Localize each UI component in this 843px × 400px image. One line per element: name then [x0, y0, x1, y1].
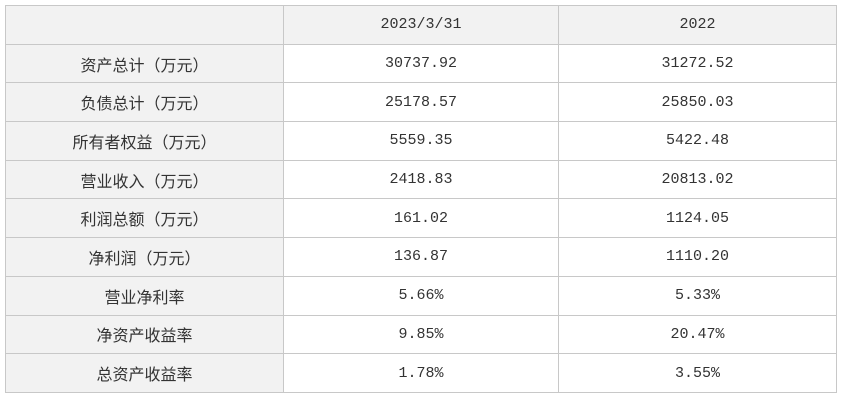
row-label: 净资产收益率: [5, 314, 284, 355]
table-row: 净资产收益率 9.85% 20.47%: [5, 314, 837, 355]
value-cell: 20813.02: [558, 159, 837, 200]
value-cell: 30737.92: [283, 43, 559, 84]
row-label: 营业收入（万元）: [5, 159, 284, 200]
value-cell: 5559.35: [283, 121, 559, 161]
table-row: 营业净利率 5.66% 5.33%: [5, 275, 837, 316]
row-label: 总资产收益率: [5, 353, 284, 393]
value-cell: 5.66%: [283, 275, 559, 316]
header-cell: 2022: [558, 5, 837, 45]
value-cell: 9.85%: [283, 314, 559, 355]
value-cell: 20.47%: [558, 314, 837, 355]
value-cell: 31272.52: [558, 43, 837, 84]
row-label: 利润总额（万元）: [5, 198, 284, 239]
header-row: 2023/3/31 2022: [5, 5, 837, 45]
value-cell: 161.02: [283, 198, 559, 239]
value-cell: 136.87: [283, 237, 559, 277]
value-cell: 5.33%: [558, 275, 837, 316]
table-row: 营业收入（万元） 2418.83 20813.02: [5, 159, 837, 200]
table-row: 资产总计（万元） 30737.92 31272.52: [5, 43, 837, 84]
row-label: 资产总计（万元）: [5, 43, 284, 84]
row-label: 净利润（万元）: [5, 237, 284, 277]
value-cell: 5422.48: [558, 121, 837, 161]
table-row: 利润总额（万元） 161.02 1124.05: [5, 198, 837, 239]
value-cell: 25178.57: [283, 82, 559, 123]
value-cell: 2418.83: [283, 159, 559, 200]
value-cell: 1.78%: [283, 353, 559, 393]
value-cell: 3.55%: [558, 353, 837, 393]
table-row: 总资产收益率 1.78% 3.55%: [5, 353, 837, 393]
row-label: 负债总计（万元）: [5, 82, 284, 123]
value-cell: 25850.03: [558, 82, 837, 123]
table-row: 所有者权益（万元） 5559.35 5422.48: [5, 121, 837, 161]
row-label: 所有者权益（万元）: [5, 121, 284, 161]
table-body: 2023/3/31 2022 资产总计（万元） 30737.92 31272.52 负…: [5, 5, 837, 393]
value-cell: 1124.05: [558, 198, 837, 239]
table-row: 负债总计（万元） 25178.57 25850.03: [5, 82, 837, 123]
header-corner: [5, 5, 284, 45]
row-label: 营业净利率: [5, 275, 284, 316]
table-row: 净利润（万元） 136.87 1110.20: [5, 237, 837, 277]
header-cell: 2023/3/31: [283, 5, 559, 45]
data-table: 2023/3/31 2022 资产总计（万元） 30737.92 31272.52 负…: [5, 5, 837, 393]
value-cell: 1110.20: [558, 237, 837, 277]
